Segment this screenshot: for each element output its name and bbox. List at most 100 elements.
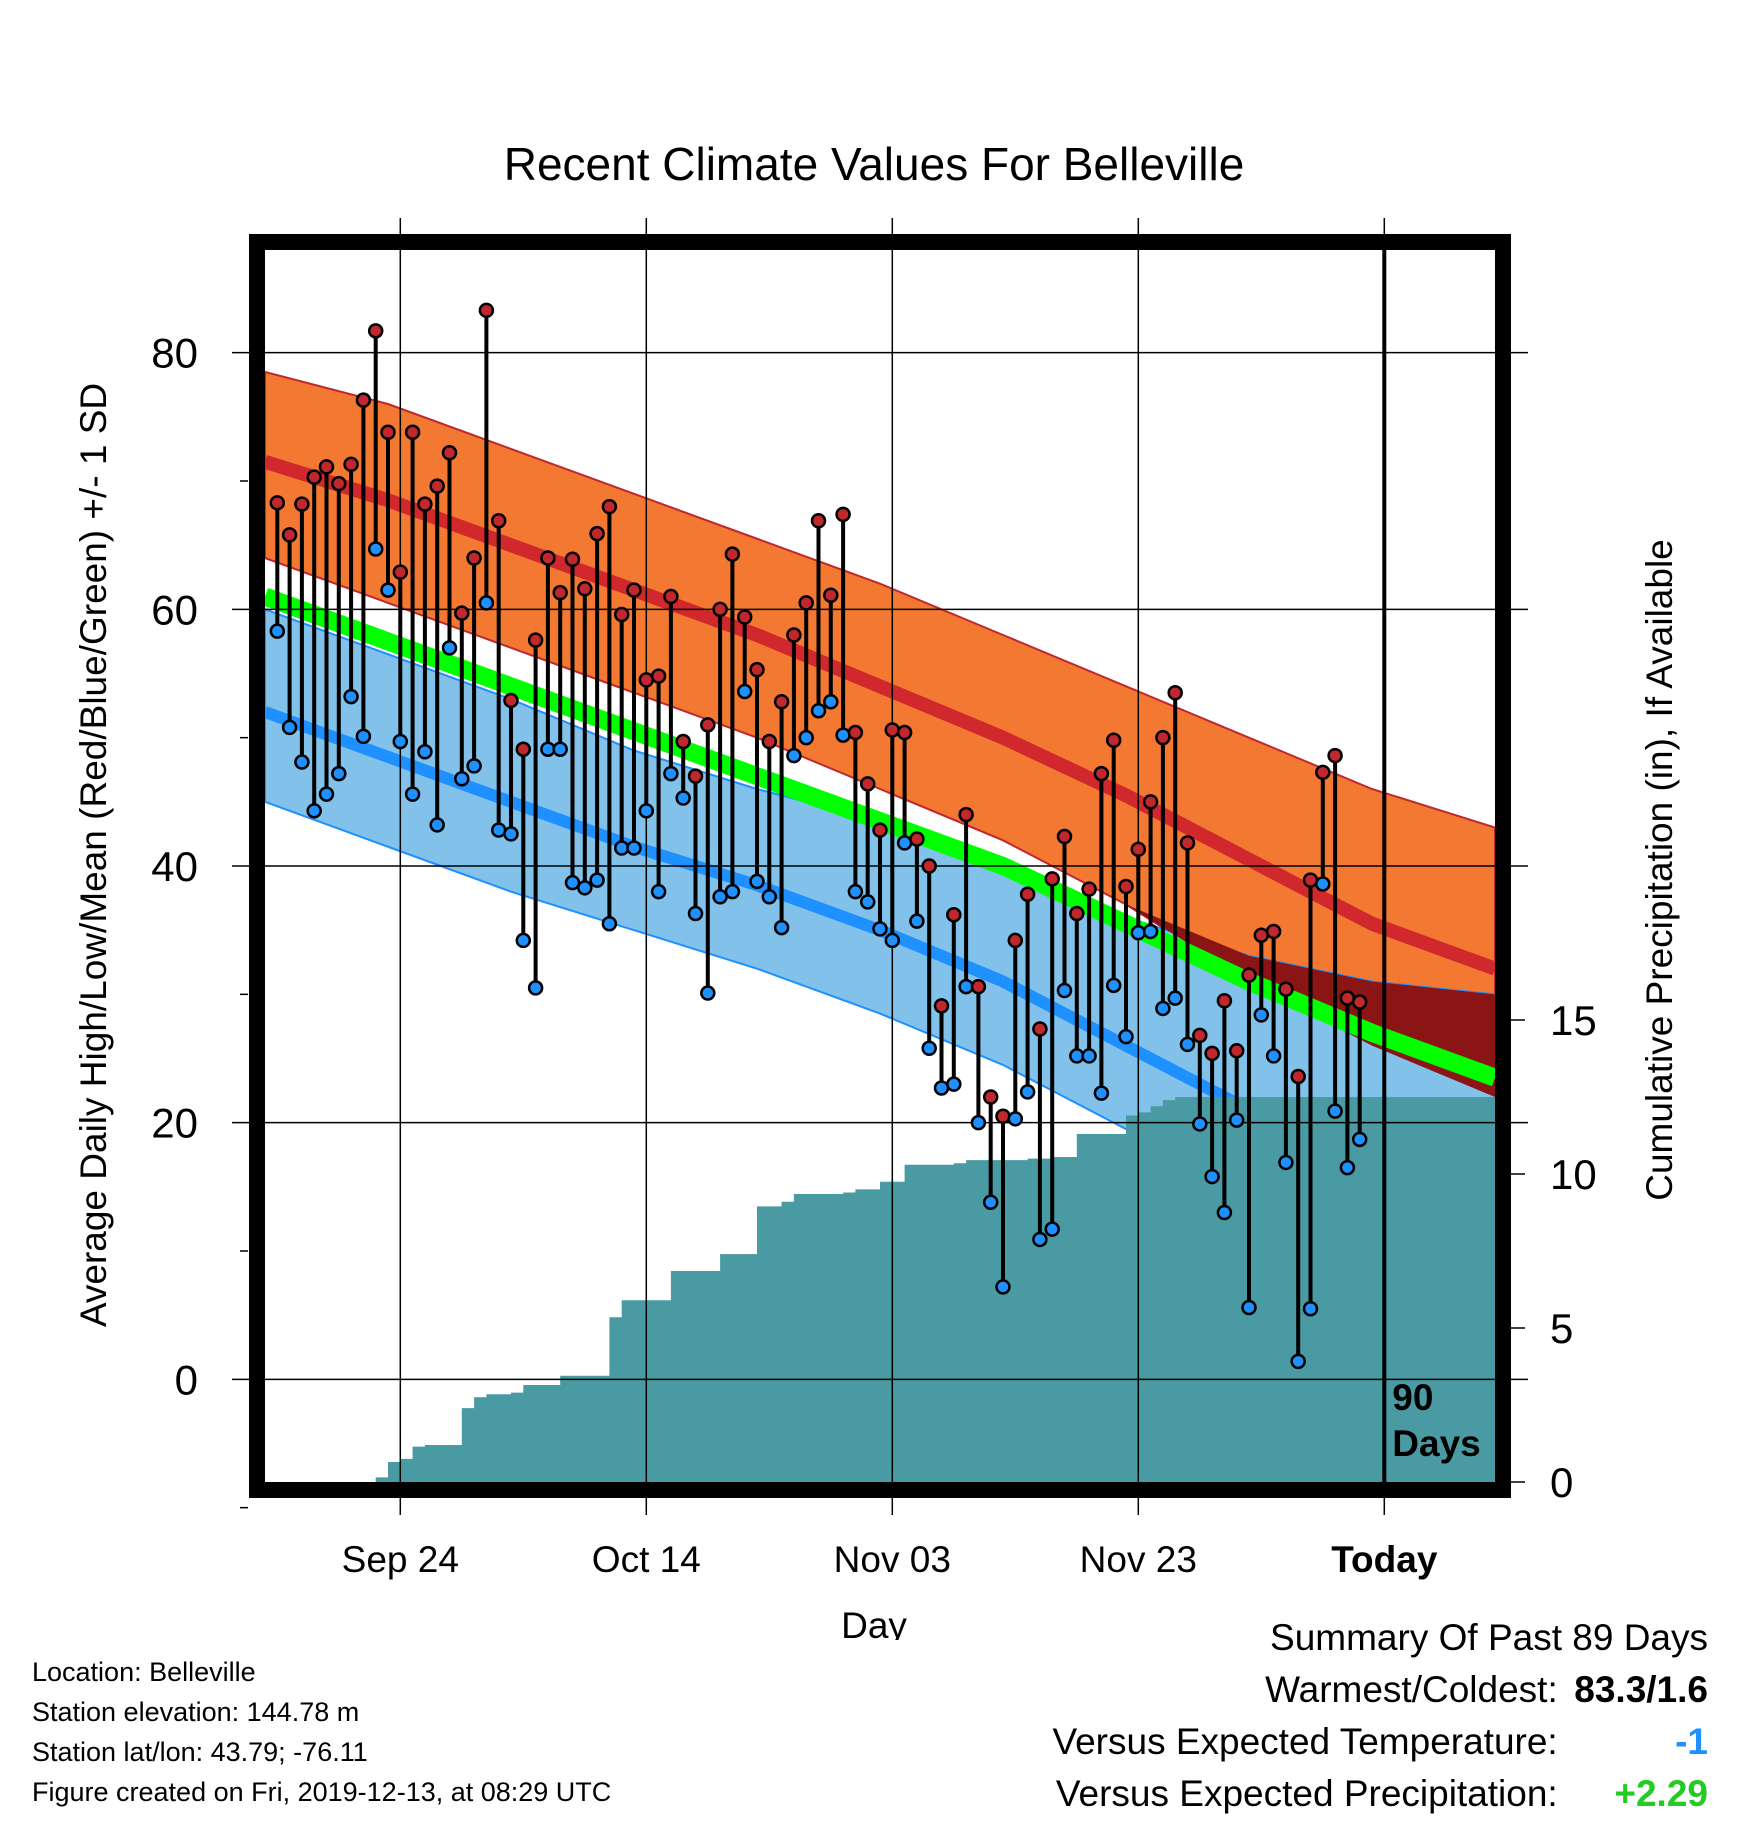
grid-lines bbox=[232, 218, 1528, 1515]
high-point bbox=[429, 478, 445, 494]
low-point bbox=[872, 921, 888, 937]
daily-bars bbox=[269, 302, 1368, 1370]
low-point bbox=[736, 683, 753, 700]
high-point bbox=[1278, 981, 1294, 997]
today-days-label: Days bbox=[1392, 1423, 1480, 1464]
high-point bbox=[1105, 732, 1122, 748]
low-point bbox=[823, 693, 839, 710]
low-point bbox=[1278, 1154, 1294, 1171]
low-point bbox=[269, 623, 286, 639]
location-text: Location: Belleville bbox=[32, 1657, 256, 1687]
low-point bbox=[933, 1080, 950, 1096]
low-point bbox=[503, 826, 519, 842]
high-point bbox=[798, 595, 814, 611]
warmest-value: 83.3/1.6 bbox=[1574, 1669, 1708, 1710]
low-point bbox=[478, 595, 495, 611]
summary-panel: Summary Of Past 89 Days Warmest/Coldest:… bbox=[1052, 1612, 1708, 1820]
low-point bbox=[847, 883, 864, 900]
y2-tick-label: 0 bbox=[1550, 1459, 1573, 1506]
high-point bbox=[1290, 1068, 1306, 1085]
low-point bbox=[527, 980, 544, 996]
high-point bbox=[478, 302, 495, 319]
high-point bbox=[1007, 932, 1024, 949]
created-text: Figure created on Fri, 2019-12-13, at 08… bbox=[32, 1777, 612, 1807]
low-point bbox=[466, 758, 482, 774]
high-point bbox=[773, 693, 790, 710]
high-point bbox=[1327, 747, 1343, 764]
low-point bbox=[663, 765, 679, 782]
high-point bbox=[613, 606, 630, 623]
climate-chart: Recent Climate Values For Belleville 0 20… bbox=[73, 138, 1680, 1640]
high-point bbox=[1192, 1027, 1208, 1044]
temp-value: -1 bbox=[1675, 1721, 1708, 1762]
high-point bbox=[859, 776, 876, 792]
low-point bbox=[1056, 982, 1073, 999]
high-point bbox=[909, 831, 925, 847]
x-tick-label: Sep 24 bbox=[342, 1539, 459, 1580]
high-point bbox=[1093, 765, 1110, 782]
low-point bbox=[884, 932, 901, 949]
low-point bbox=[589, 872, 605, 888]
high-point bbox=[1069, 905, 1085, 922]
low-point bbox=[490, 822, 507, 838]
high-point bbox=[1167, 685, 1183, 701]
low-point bbox=[1007, 1111, 1024, 1127]
low-point bbox=[1265, 1048, 1282, 1064]
high-point bbox=[700, 717, 716, 733]
low-point bbox=[1093, 1085, 1110, 1101]
low-point bbox=[1130, 924, 1147, 941]
latlon-text: Station lat/lon: 43.79; -76.11 bbox=[32, 1737, 368, 1767]
high-point bbox=[1179, 835, 1196, 851]
low-point bbox=[294, 754, 310, 770]
low-point bbox=[724, 883, 741, 900]
precip-value: +2.29 bbox=[1614, 1773, 1708, 1814]
low-point bbox=[355, 728, 372, 745]
summary-temp-row: Versus Expected Temperature: -1 bbox=[1052, 1716, 1708, 1768]
low-point bbox=[921, 1040, 937, 1056]
high-point bbox=[343, 456, 359, 473]
high-point bbox=[601, 498, 618, 515]
high-point bbox=[318, 459, 335, 475]
low-point bbox=[1315, 876, 1331, 892]
high-point bbox=[367, 323, 384, 339]
high-point bbox=[503, 692, 519, 709]
low-point bbox=[1105, 977, 1122, 994]
low-point bbox=[1118, 1028, 1134, 1045]
low-point bbox=[687, 905, 704, 922]
today-days-label: 90 bbox=[1392, 1377, 1433, 1418]
high-point bbox=[921, 858, 937, 874]
high-point bbox=[1339, 990, 1356, 1006]
high-point bbox=[946, 907, 962, 923]
high-point bbox=[355, 392, 372, 408]
summary-warmest-row: Warmest/Coldest: 83.3/1.6 bbox=[1052, 1664, 1708, 1716]
high-point bbox=[441, 445, 458, 461]
high-point bbox=[650, 668, 667, 684]
low-point bbox=[404, 786, 421, 802]
high-point bbox=[490, 513, 507, 529]
high-point bbox=[1044, 871, 1060, 887]
high-point bbox=[724, 546, 741, 562]
low-point bbox=[1192, 1116, 1208, 1132]
low-point bbox=[859, 894, 876, 910]
high-point bbox=[1216, 993, 1233, 1009]
temp-label: Versus Expected Temperature: bbox=[1052, 1721, 1558, 1762]
low-point bbox=[1044, 1221, 1060, 1237]
low-point bbox=[1179, 1036, 1196, 1053]
high-point bbox=[417, 496, 433, 512]
high-point bbox=[663, 588, 679, 605]
low-point bbox=[1253, 1007, 1270, 1023]
high-point bbox=[380, 424, 396, 440]
high-point bbox=[1228, 1043, 1245, 1059]
x-tick-label: Nov 23 bbox=[1080, 1539, 1197, 1580]
high-point bbox=[306, 469, 322, 485]
low-point bbox=[946, 1076, 962, 1092]
high-point bbox=[687, 768, 704, 784]
high-point bbox=[638, 672, 655, 688]
high-point bbox=[392, 564, 409, 580]
high-point bbox=[786, 627, 802, 643]
high-point bbox=[712, 601, 728, 618]
low-point bbox=[1241, 1299, 1257, 1316]
axes: 0 20 40 60 80 0 5 10 15 Sep 24 Oct 14 Nov 03 Nov 23 T… bbox=[151, 234, 1597, 1580]
high-point bbox=[527, 632, 544, 648]
low-point bbox=[970, 1114, 987, 1131]
